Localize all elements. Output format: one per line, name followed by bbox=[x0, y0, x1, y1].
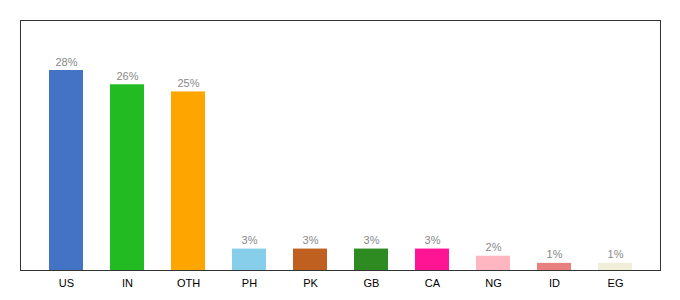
svg-text:25%: 25% bbox=[177, 77, 199, 89]
svg-text:3%: 3% bbox=[242, 234, 258, 246]
svg-text:3%: 3% bbox=[364, 234, 380, 246]
svg-text:PH: PH bbox=[242, 277, 257, 289]
svg-text:3%: 3% bbox=[425, 234, 441, 246]
svg-text:OTH: OTH bbox=[177, 277, 200, 289]
svg-text:1%: 1% bbox=[608, 248, 624, 260]
svg-text:US: US bbox=[59, 277, 74, 289]
svg-text:ID: ID bbox=[549, 277, 560, 289]
svg-text:28%: 28% bbox=[55, 56, 77, 68]
svg-text:PK: PK bbox=[303, 277, 318, 289]
svg-text:1%: 1% bbox=[547, 248, 563, 260]
svg-text:2%: 2% bbox=[486, 241, 502, 253]
svg-text:IN: IN bbox=[122, 277, 133, 289]
svg-text:26%: 26% bbox=[116, 70, 138, 82]
svg-text:3%: 3% bbox=[303, 234, 319, 246]
svg-text:GB: GB bbox=[364, 277, 380, 289]
svg-text:CA: CA bbox=[425, 277, 441, 289]
svg-text:NG: NG bbox=[485, 277, 502, 289]
svg-text:EG: EG bbox=[608, 277, 624, 289]
